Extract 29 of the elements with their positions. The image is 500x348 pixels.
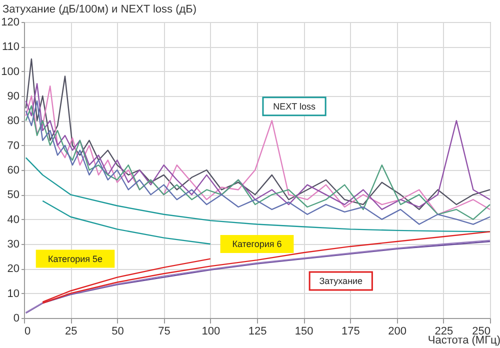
x-tick-label: 150: [294, 326, 314, 338]
y-tick-label: 50: [7, 189, 20, 202]
x-tick-label: 50: [112, 326, 124, 338]
annotation: Категория 5е: [48, 254, 103, 264]
y-tick-label: 90: [7, 90, 20, 102]
y-tick-label: 120: [1, 16, 20, 28]
x-tick-label: 25: [64, 326, 78, 338]
y-tick-label: 0: [13, 312, 20, 324]
x-axis-title: Частота (МГц): [428, 334, 500, 346]
y-tick-label: 110: [2, 41, 20, 54]
y-tick-label: 60: [7, 164, 20, 176]
x-tick-label: 0: [24, 326, 31, 338]
y-tick-label: 70: [7, 140, 20, 152]
y-axis-title: Затухание (дБ/100м) и NEXT loss (дБ): [2, 4, 197, 16]
x-tick-label: 175: [342, 326, 360, 338]
annotation: Категория 6: [232, 239, 282, 249]
y-tick-label: 30: [7, 238, 20, 250]
x-tick-label: 225: [434, 326, 454, 338]
annotation: NEXT loss: [273, 101, 316, 112]
y-tick-label: 40: [7, 214, 20, 226]
y-tick-label: 20: [7, 263, 20, 276]
y-tick-label: 80: [7, 115, 20, 128]
y-tick-label: 100: [1, 66, 20, 78]
x-tick-label: 100: [202, 326, 220, 338]
annotation: Затухание: [319, 276, 363, 286]
x-tick-label: 75: [158, 326, 170, 338]
y-tick-label: 10: [7, 288, 20, 300]
x-tick-label: 125: [248, 326, 267, 338]
x-tick-label: 200: [388, 326, 406, 338]
